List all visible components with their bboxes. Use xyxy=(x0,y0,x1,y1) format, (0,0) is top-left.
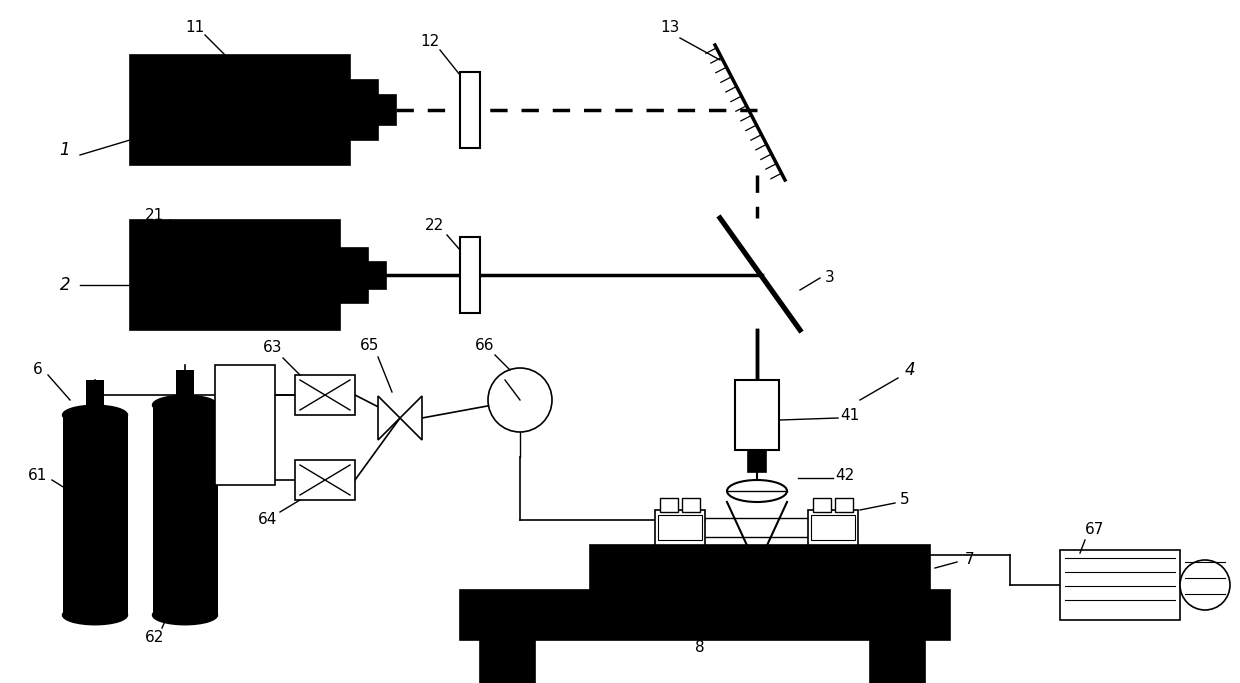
Text: 41: 41 xyxy=(841,408,859,423)
Text: 67: 67 xyxy=(1085,522,1105,538)
Text: 61: 61 xyxy=(29,467,47,482)
Bar xyxy=(295,460,355,500)
Bar xyxy=(682,498,701,512)
Bar xyxy=(62,415,128,615)
Text: 3: 3 xyxy=(825,270,835,285)
Bar xyxy=(460,237,480,313)
Text: 1: 1 xyxy=(60,141,71,159)
Bar xyxy=(295,375,355,415)
Bar xyxy=(870,640,925,683)
Text: 64: 64 xyxy=(258,512,278,527)
Text: 5: 5 xyxy=(900,492,910,507)
Bar xyxy=(813,498,831,512)
Bar xyxy=(130,55,350,165)
Text: 8: 8 xyxy=(696,641,704,656)
Text: 6: 6 xyxy=(33,363,43,378)
Ellipse shape xyxy=(153,605,217,625)
Bar xyxy=(655,510,706,545)
Bar xyxy=(835,498,853,512)
Ellipse shape xyxy=(727,480,787,502)
Bar xyxy=(130,220,340,330)
Bar xyxy=(811,515,856,540)
Text: 66: 66 xyxy=(475,337,495,352)
Bar xyxy=(480,640,534,683)
Bar xyxy=(660,498,678,512)
Polygon shape xyxy=(378,396,401,440)
Bar xyxy=(748,450,766,472)
Circle shape xyxy=(1180,560,1230,610)
Bar xyxy=(460,590,950,640)
Ellipse shape xyxy=(62,605,128,625)
Bar xyxy=(368,262,386,289)
Text: 42: 42 xyxy=(836,467,854,482)
Text: 2: 2 xyxy=(60,276,71,294)
Text: 7: 7 xyxy=(965,553,975,568)
Bar xyxy=(340,248,368,303)
Text: 65: 65 xyxy=(361,337,379,352)
Bar xyxy=(378,95,396,125)
Text: 22: 22 xyxy=(425,217,445,232)
Bar xyxy=(460,72,480,148)
Text: 62: 62 xyxy=(145,630,165,645)
Text: 21: 21 xyxy=(145,208,165,223)
Circle shape xyxy=(489,368,552,432)
Ellipse shape xyxy=(62,405,128,425)
Text: 4: 4 xyxy=(905,361,915,379)
Text: 13: 13 xyxy=(661,20,680,36)
Bar xyxy=(1060,550,1180,620)
Bar xyxy=(808,510,858,545)
Bar xyxy=(590,545,930,590)
Text: 12: 12 xyxy=(420,35,440,49)
Bar xyxy=(176,370,193,405)
Text: 11: 11 xyxy=(185,20,205,36)
Bar xyxy=(350,80,378,140)
Bar xyxy=(153,405,217,615)
Text: 63: 63 xyxy=(263,341,283,355)
Ellipse shape xyxy=(153,395,217,415)
Bar xyxy=(215,365,275,485)
Bar xyxy=(658,515,702,540)
Polygon shape xyxy=(401,396,422,440)
Bar xyxy=(86,380,104,415)
Bar xyxy=(735,380,779,450)
